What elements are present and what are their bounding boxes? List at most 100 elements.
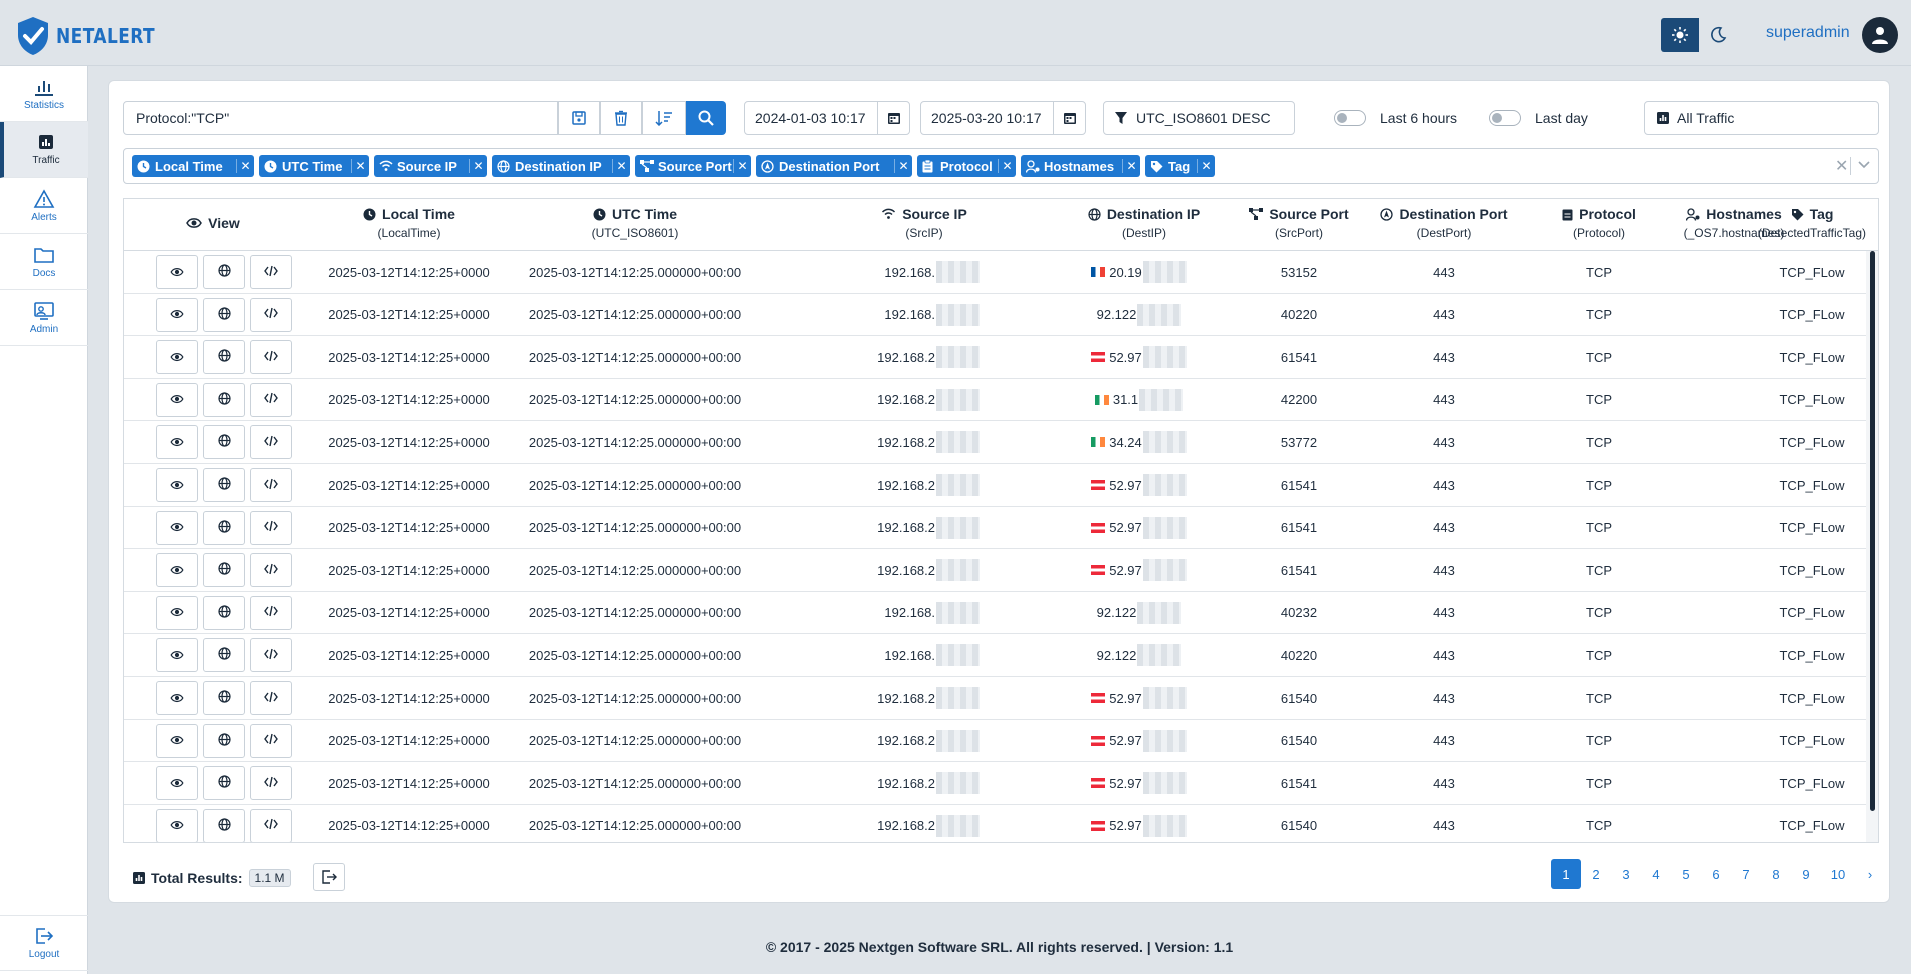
table-row[interactable]: 2025-03-12T14:12:25+0000 2025-03-12T14:12…: [124, 720, 1866, 763]
col-source-port[interactable]: Source Port (SrcPort): [1244, 206, 1354, 240]
view-details-button[interactable]: [156, 681, 198, 715]
geo-lookup-button[interactable]: [203, 255, 245, 289]
view-details-button[interactable]: [156, 553, 198, 588]
table-row[interactable]: 2025-03-12T14:12:25+0000 2025-03-12T14:12…: [124, 762, 1866, 805]
table-row[interactable]: 2025-03-12T14:12:25+0000 2025-03-12T14:12…: [124, 549, 1866, 592]
chip-remove-icon[interactable]: ✕: [733, 159, 751, 173]
page-10-button[interactable]: 10: [1830, 866, 1846, 882]
page-9-button[interactable]: 9: [1802, 866, 1810, 882]
col-utc-time[interactable]: UTC Time (UTC_ISO8601): [591, 206, 679, 240]
avatar[interactable]: [1862, 17, 1898, 53]
next-page-button[interactable]: ›: [1867, 866, 1873, 882]
geo-lookup-button[interactable]: [203, 468, 245, 502]
geo-lookup-button[interactable]: [203, 808, 245, 842]
save-query-button[interactable]: [558, 101, 600, 135]
date-to-input[interactable]: 2025-03-20 10:17: [920, 101, 1086, 135]
view-details-button[interactable]: [156, 638, 198, 673]
table-row[interactable]: 2025-03-12T14:12:25+0000 2025-03-12T14:12…: [124, 634, 1866, 677]
table-row[interactable]: 2025-03-12T14:12:25+0000 2025-03-12T14:12…: [124, 336, 1866, 379]
table-row[interactable]: 2025-03-12T14:12:25+0000 2025-03-12T14:12…: [124, 251, 1866, 294]
page-4-button[interactable]: 4: [1652, 866, 1660, 882]
chip-local-time[interactable]: Local Time ✕: [132, 155, 254, 177]
geo-lookup-button[interactable]: [203, 510, 245, 545]
table-row[interactable]: 2025-03-12T14:12:25+0000 2025-03-12T14:12…: [124, 677, 1866, 720]
geo-lookup-button[interactable]: [203, 723, 245, 758]
raw-json-button[interactable]: [250, 425, 292, 460]
col-view[interactable]: View: [124, 215, 302, 231]
chip-remove-icon[interactable]: ✕: [1197, 159, 1215, 173]
switch-6h[interactable]: [1334, 110, 1366, 126]
chip-protocol[interactable]: Protocol ✕: [917, 155, 1016, 177]
chip-remove-icon[interactable]: ✕: [1122, 159, 1140, 173]
raw-json-button[interactable]: [250, 340, 292, 375]
calendar-icon[interactable]: [1053, 102, 1085, 134]
table-row[interactable]: 2025-03-12T14:12:25+0000 2025-03-12T14:12…: [124, 379, 1866, 422]
view-details-button[interactable]: [156, 468, 198, 502]
raw-json-button[interactable]: [250, 468, 292, 502]
page-2-button[interactable]: 2: [1592, 866, 1600, 882]
raw-json-button[interactable]: [250, 255, 292, 289]
view-details-button[interactable]: [156, 510, 198, 545]
geo-lookup-button[interactable]: [203, 681, 245, 715]
chip-destination-ip[interactable]: Destination IP ✕: [492, 155, 630, 177]
chip-remove-icon[interactable]: ✕: [351, 159, 369, 173]
theme-toggle[interactable]: [1661, 18, 1737, 52]
table-row[interactable]: 2025-03-12T14:12:25+0000 2025-03-12T14:12…: [124, 507, 1866, 550]
chip-utc-time[interactable]: UTC Time ✕: [259, 155, 369, 177]
logo[interactable]: NETALERT: [16, 16, 173, 56]
col-destination-ip[interactable]: Destination IP (DestIP): [1074, 206, 1214, 240]
chip-remove-icon[interactable]: ✕: [998, 159, 1016, 173]
chevron-down-icon[interactable]: [1857, 157, 1871, 174]
geo-lookup-button[interactable]: [203, 425, 245, 460]
raw-json-button[interactable]: [250, 297, 292, 332]
chip-tag[interactable]: Tag ✕: [1145, 155, 1215, 177]
col-source-ip[interactable]: Source IP (SrcIP): [864, 206, 984, 240]
last-6-hours-toggle[interactable]: Last 6 hours: [1334, 110, 1457, 126]
search-button[interactable]: [686, 101, 726, 135]
sidebar-item-traffic[interactable]: Traffic: [0, 122, 88, 178]
table-scrollbar[interactable]: [1866, 251, 1878, 842]
sidebar-item-alerts[interactable]: Alerts: [0, 178, 88, 234]
view-details-button[interactable]: [156, 340, 198, 375]
geo-lookup-button[interactable]: [203, 382, 245, 417]
sort-button[interactable]: [642, 101, 686, 135]
table-row[interactable]: 2025-03-12T14:12:25+0000 2025-03-12T14:12…: [124, 294, 1866, 337]
raw-json-button[interactable]: [250, 723, 292, 758]
table-row[interactable]: 2025-03-12T14:12:25+0000 2025-03-12T14:12…: [124, 464, 1866, 507]
col-destination-port[interactable]: Destination Port (DestPort): [1369, 206, 1519, 240]
sun-icon[interactable]: [1661, 18, 1699, 52]
switch-day[interactable]: [1489, 110, 1521, 126]
view-details-button[interactable]: [156, 723, 198, 758]
traffic-type-select[interactable]: All Traffic: [1644, 101, 1879, 135]
chip-source-port[interactable]: Source Port ✕: [635, 155, 751, 177]
table-row[interactable]: 2025-03-12T14:12:25+0000 2025-03-12T14:12…: [124, 592, 1866, 635]
geo-lookup-button[interactable]: [203, 553, 245, 588]
view-details-button[interactable]: [156, 297, 198, 332]
raw-json-button[interactable]: [250, 382, 292, 417]
page-1-button[interactable]: 1: [1551, 859, 1581, 889]
geo-lookup-button[interactable]: [203, 638, 245, 673]
view-details-button[interactable]: [156, 382, 198, 417]
chip-destination-port[interactable]: Destination Port ✕: [756, 155, 912, 177]
raw-json-button[interactable]: [250, 638, 292, 673]
chip-remove-icon[interactable]: ✕: [612, 159, 630, 173]
clear-all-icon[interactable]: ✕: [1835, 158, 1849, 175]
page-5-button[interactable]: 5: [1682, 866, 1690, 882]
chip-hostnames[interactable]: Hostnames ✕: [1021, 155, 1140, 177]
geo-lookup-button[interactable]: [203, 766, 245, 801]
raw-json-button[interactable]: [250, 681, 292, 715]
sidebar-item-statistics[interactable]: Statistics: [0, 66, 88, 122]
raw-json-button[interactable]: [250, 510, 292, 545]
chip-remove-icon[interactable]: ✕: [236, 159, 254, 173]
clear-query-button[interactable]: [600, 101, 642, 135]
raw-json-button[interactable]: [250, 595, 292, 630]
geo-lookup-button[interactable]: [203, 297, 245, 332]
page-8-button[interactable]: 8: [1772, 866, 1780, 882]
geo-lookup-button[interactable]: [203, 340, 245, 375]
sort-select[interactable]: UTC_ISO8601 DESC: [1103, 101, 1295, 135]
sidebar-item-docs[interactable]: Docs: [0, 234, 88, 290]
user-name[interactable]: superadmin: [1766, 24, 1850, 41]
table-row[interactable]: 2025-03-12T14:12:25+0000 2025-03-12T14:12…: [124, 421, 1866, 464]
view-details-button[interactable]: [156, 808, 198, 842]
sidebar-item-admin[interactable]: Admin: [0, 290, 88, 346]
